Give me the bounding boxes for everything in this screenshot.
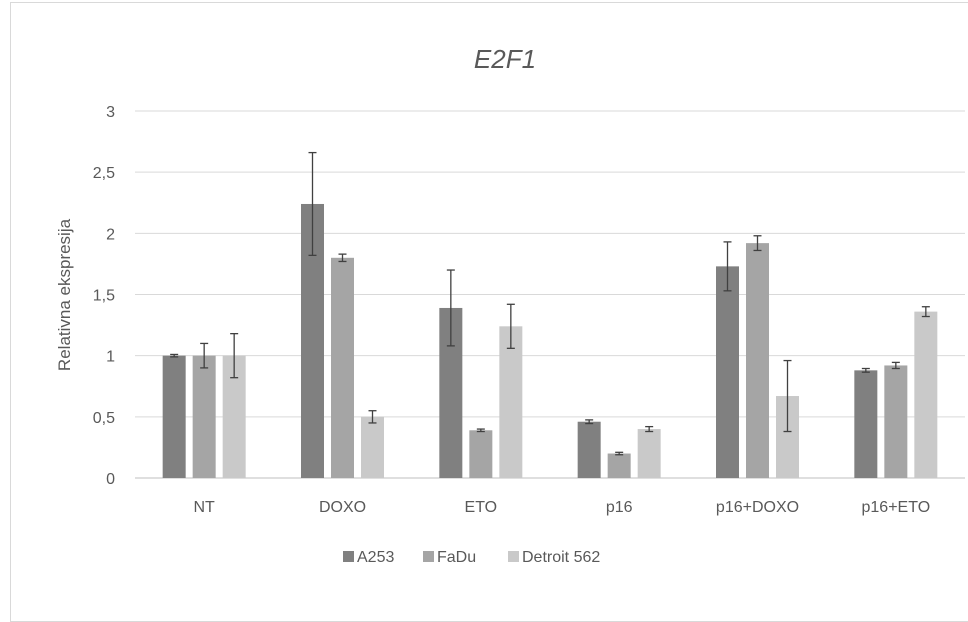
x-tick-label: p16+ETO <box>862 499 931 516</box>
legend: A253 FaDu Detroit 562 <box>343 549 600 566</box>
x-tick-label: NT <box>194 499 216 516</box>
bar-p16-a253 <box>577 421 601 478</box>
bar-doxo-detroit-562 <box>361 416 384 478</box>
y-tick-label: 2 <box>106 226 115 243</box>
bar-eto-a253 <box>439 307 463 478</box>
bar-doxo-a253 <box>301 203 324 478</box>
bar-nt-detroit-562 <box>222 355 246 478</box>
y-tick-label: 0 <box>106 471 115 488</box>
bars <box>162 203 938 478</box>
y-axis-label: Relativna ekspresija <box>55 218 74 371</box>
bar-doxo-fadu <box>331 257 354 478</box>
chart-title: E2F1 <box>474 44 536 74</box>
legend-label: A253 <box>357 549 394 566</box>
y-tick-label: 3 <box>106 104 115 121</box>
y-tick-label: 1 <box>106 349 115 366</box>
bar-nt-a253 <box>162 355 186 478</box>
legend-label: FaDu <box>437 549 476 566</box>
legend-swatch <box>423 551 434 562</box>
x-tick-label: p16 <box>606 499 633 516</box>
legend-swatch <box>343 551 354 562</box>
gridlines <box>135 110 965 479</box>
x-tick-label: ETO <box>465 499 498 516</box>
bar-p16-eto-a253 <box>854 370 878 478</box>
bar-p16-doxo-fadu <box>746 243 769 478</box>
bar-p16-fadu <box>607 453 631 478</box>
tick-labels: 0 0,5 1 1,5 2 2,5 3 NT DOXO ETO p16 p16+DOXO p16+ETO <box>93 104 930 516</box>
bar-p16-doxo-detroit-562 <box>776 396 799 478</box>
bar-eto-detroit-562 <box>499 326 523 478</box>
y-tick-label: 1,5 <box>93 288 115 305</box>
y-tick-label: 0,5 <box>93 410 115 427</box>
bar-nt-fadu <box>192 355 216 478</box>
bar-p16-doxo-a253 <box>716 266 739 478</box>
y-tick-label: 2,5 <box>93 165 115 182</box>
bar-p16-eto-detroit-562 <box>914 311 938 478</box>
bar-p16-eto-fadu <box>884 365 908 478</box>
x-tick-label: p16+DOXO <box>716 499 799 516</box>
bar-eto-fadu <box>469 430 493 478</box>
legend-label: Detroit 562 <box>522 549 600 566</box>
legend-swatch <box>508 551 519 562</box>
error-bars <box>170 151 930 456</box>
x-tick-label: DOXO <box>319 499 366 516</box>
chart: E2F1 Relativna ekspresija 0 0,5 1 1,5 2 2,5 3 N… <box>55 44 965 566</box>
bar-p16-detroit-562 <box>637 429 661 478</box>
